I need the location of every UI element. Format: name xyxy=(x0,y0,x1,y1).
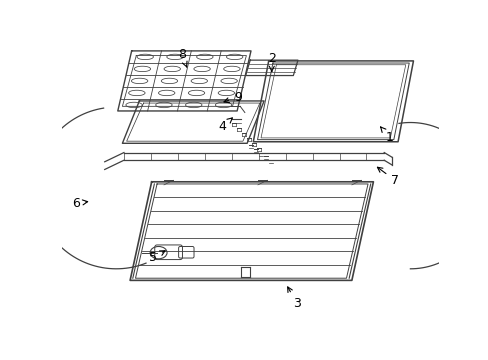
Ellipse shape xyxy=(223,66,240,72)
Ellipse shape xyxy=(166,54,183,60)
Ellipse shape xyxy=(134,66,150,72)
Ellipse shape xyxy=(191,78,207,84)
Ellipse shape xyxy=(185,102,202,108)
Ellipse shape xyxy=(193,66,210,72)
Ellipse shape xyxy=(196,54,213,60)
Text: 6: 6 xyxy=(72,197,87,210)
Text: 7: 7 xyxy=(377,167,398,187)
Text: 8: 8 xyxy=(177,48,186,67)
Ellipse shape xyxy=(215,102,231,108)
Text: 2: 2 xyxy=(267,52,275,71)
Ellipse shape xyxy=(218,90,234,96)
Ellipse shape xyxy=(128,90,145,96)
Ellipse shape xyxy=(161,78,177,84)
Text: 9: 9 xyxy=(224,91,242,104)
Ellipse shape xyxy=(150,247,167,259)
Ellipse shape xyxy=(188,90,204,96)
Ellipse shape xyxy=(155,102,172,108)
Ellipse shape xyxy=(131,78,147,84)
Ellipse shape xyxy=(226,54,243,60)
Ellipse shape xyxy=(163,66,180,72)
Text: 5: 5 xyxy=(149,251,165,264)
Ellipse shape xyxy=(137,54,153,60)
Ellipse shape xyxy=(158,90,175,96)
Text: 1: 1 xyxy=(380,127,393,144)
Text: 4: 4 xyxy=(218,118,232,133)
Text: 3: 3 xyxy=(287,287,301,310)
Ellipse shape xyxy=(125,102,142,108)
Ellipse shape xyxy=(221,78,237,84)
